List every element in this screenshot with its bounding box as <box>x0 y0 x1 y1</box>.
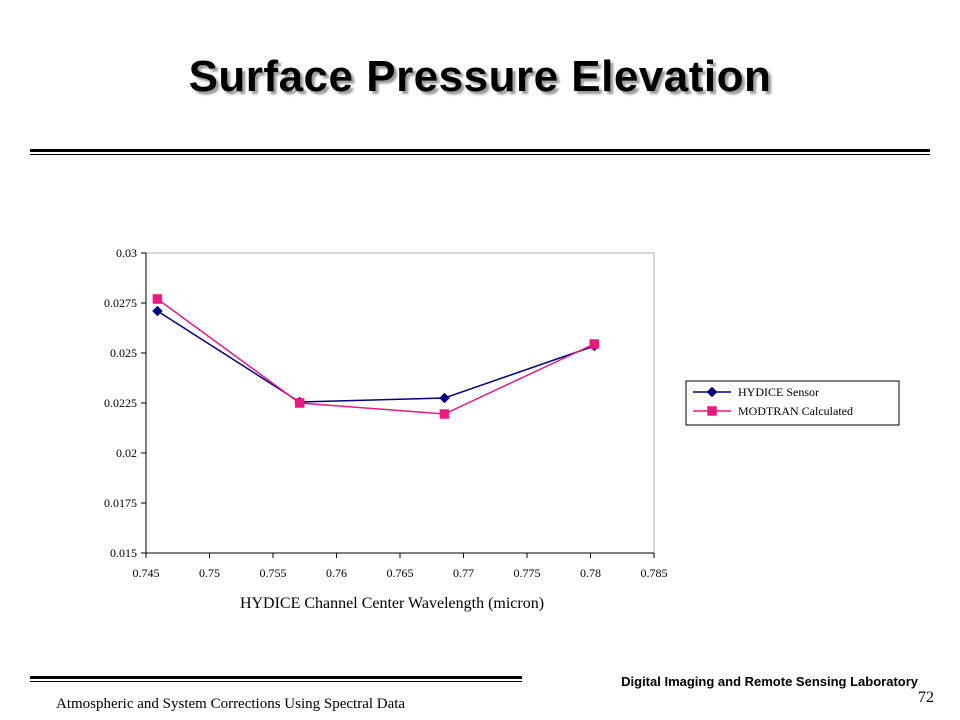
x-tick-label: 0.77 <box>453 566 474 580</box>
x-tick-label: 0.745 <box>133 566 160 580</box>
legend-marker <box>706 386 718 398</box>
footer-divider-thick <box>30 676 522 679</box>
y-tick-label: 0.03 <box>116 246 137 260</box>
x-tick-label: 0.75 <box>199 566 220 580</box>
data-point <box>439 409 450 419</box>
y-tick-label: 0.0275 <box>104 296 137 310</box>
data-point <box>152 294 163 304</box>
x-tick-label: 0.76 <box>326 566 347 580</box>
legend-label: MODTRAN Calculated <box>738 404 853 418</box>
y-tick-label: 0.0175 <box>104 496 137 510</box>
y-tick-label: 0.0225 <box>104 396 137 410</box>
data-point <box>152 305 163 317</box>
page-number: 72 <box>918 689 934 706</box>
x-tick-label: 0.775 <box>514 566 541 580</box>
footer-lab-name: Digital Imaging and Remote Sensing Labor… <box>621 674 918 689</box>
slide-title: Surface Pressure Elevation <box>188 52 772 101</box>
title-divider-thin <box>30 154 930 155</box>
series-line <box>157 310 595 403</box>
y-tick-label: 0.02 <box>116 446 137 460</box>
chart-legend: HYDICE Sensor MODTRAN Calculated <box>685 380 900 426</box>
footer-divider-thin <box>30 681 522 682</box>
x-tick-label: 0.765 <box>387 566 414 580</box>
data-point <box>294 398 305 408</box>
x-tick-label: 0.785 <box>641 566 668 580</box>
x-tick-label: 0.78 <box>580 566 601 580</box>
plot-area <box>145 252 655 554</box>
data-point <box>589 339 600 349</box>
title-divider-thick <box>30 149 930 152</box>
x-tick-label: 0.755 <box>260 566 287 580</box>
x-axis-title: HYDICE Channel Center Wavelength (micron… <box>240 595 544 612</box>
legend-label: HYDICE Sensor <box>738 385 819 399</box>
series-modtran-calculated <box>152 294 600 419</box>
legend-box <box>685 380 900 426</box>
y-tick-label: 0.015 <box>110 546 137 560</box>
footer-course-title: Atmospheric and System Corrections Using… <box>56 696 406 712</box>
series-line <box>156 298 595 415</box>
legend-marker <box>707 406 717 416</box>
data-point <box>439 392 450 404</box>
y-tick-label: 0.025 <box>110 346 137 360</box>
